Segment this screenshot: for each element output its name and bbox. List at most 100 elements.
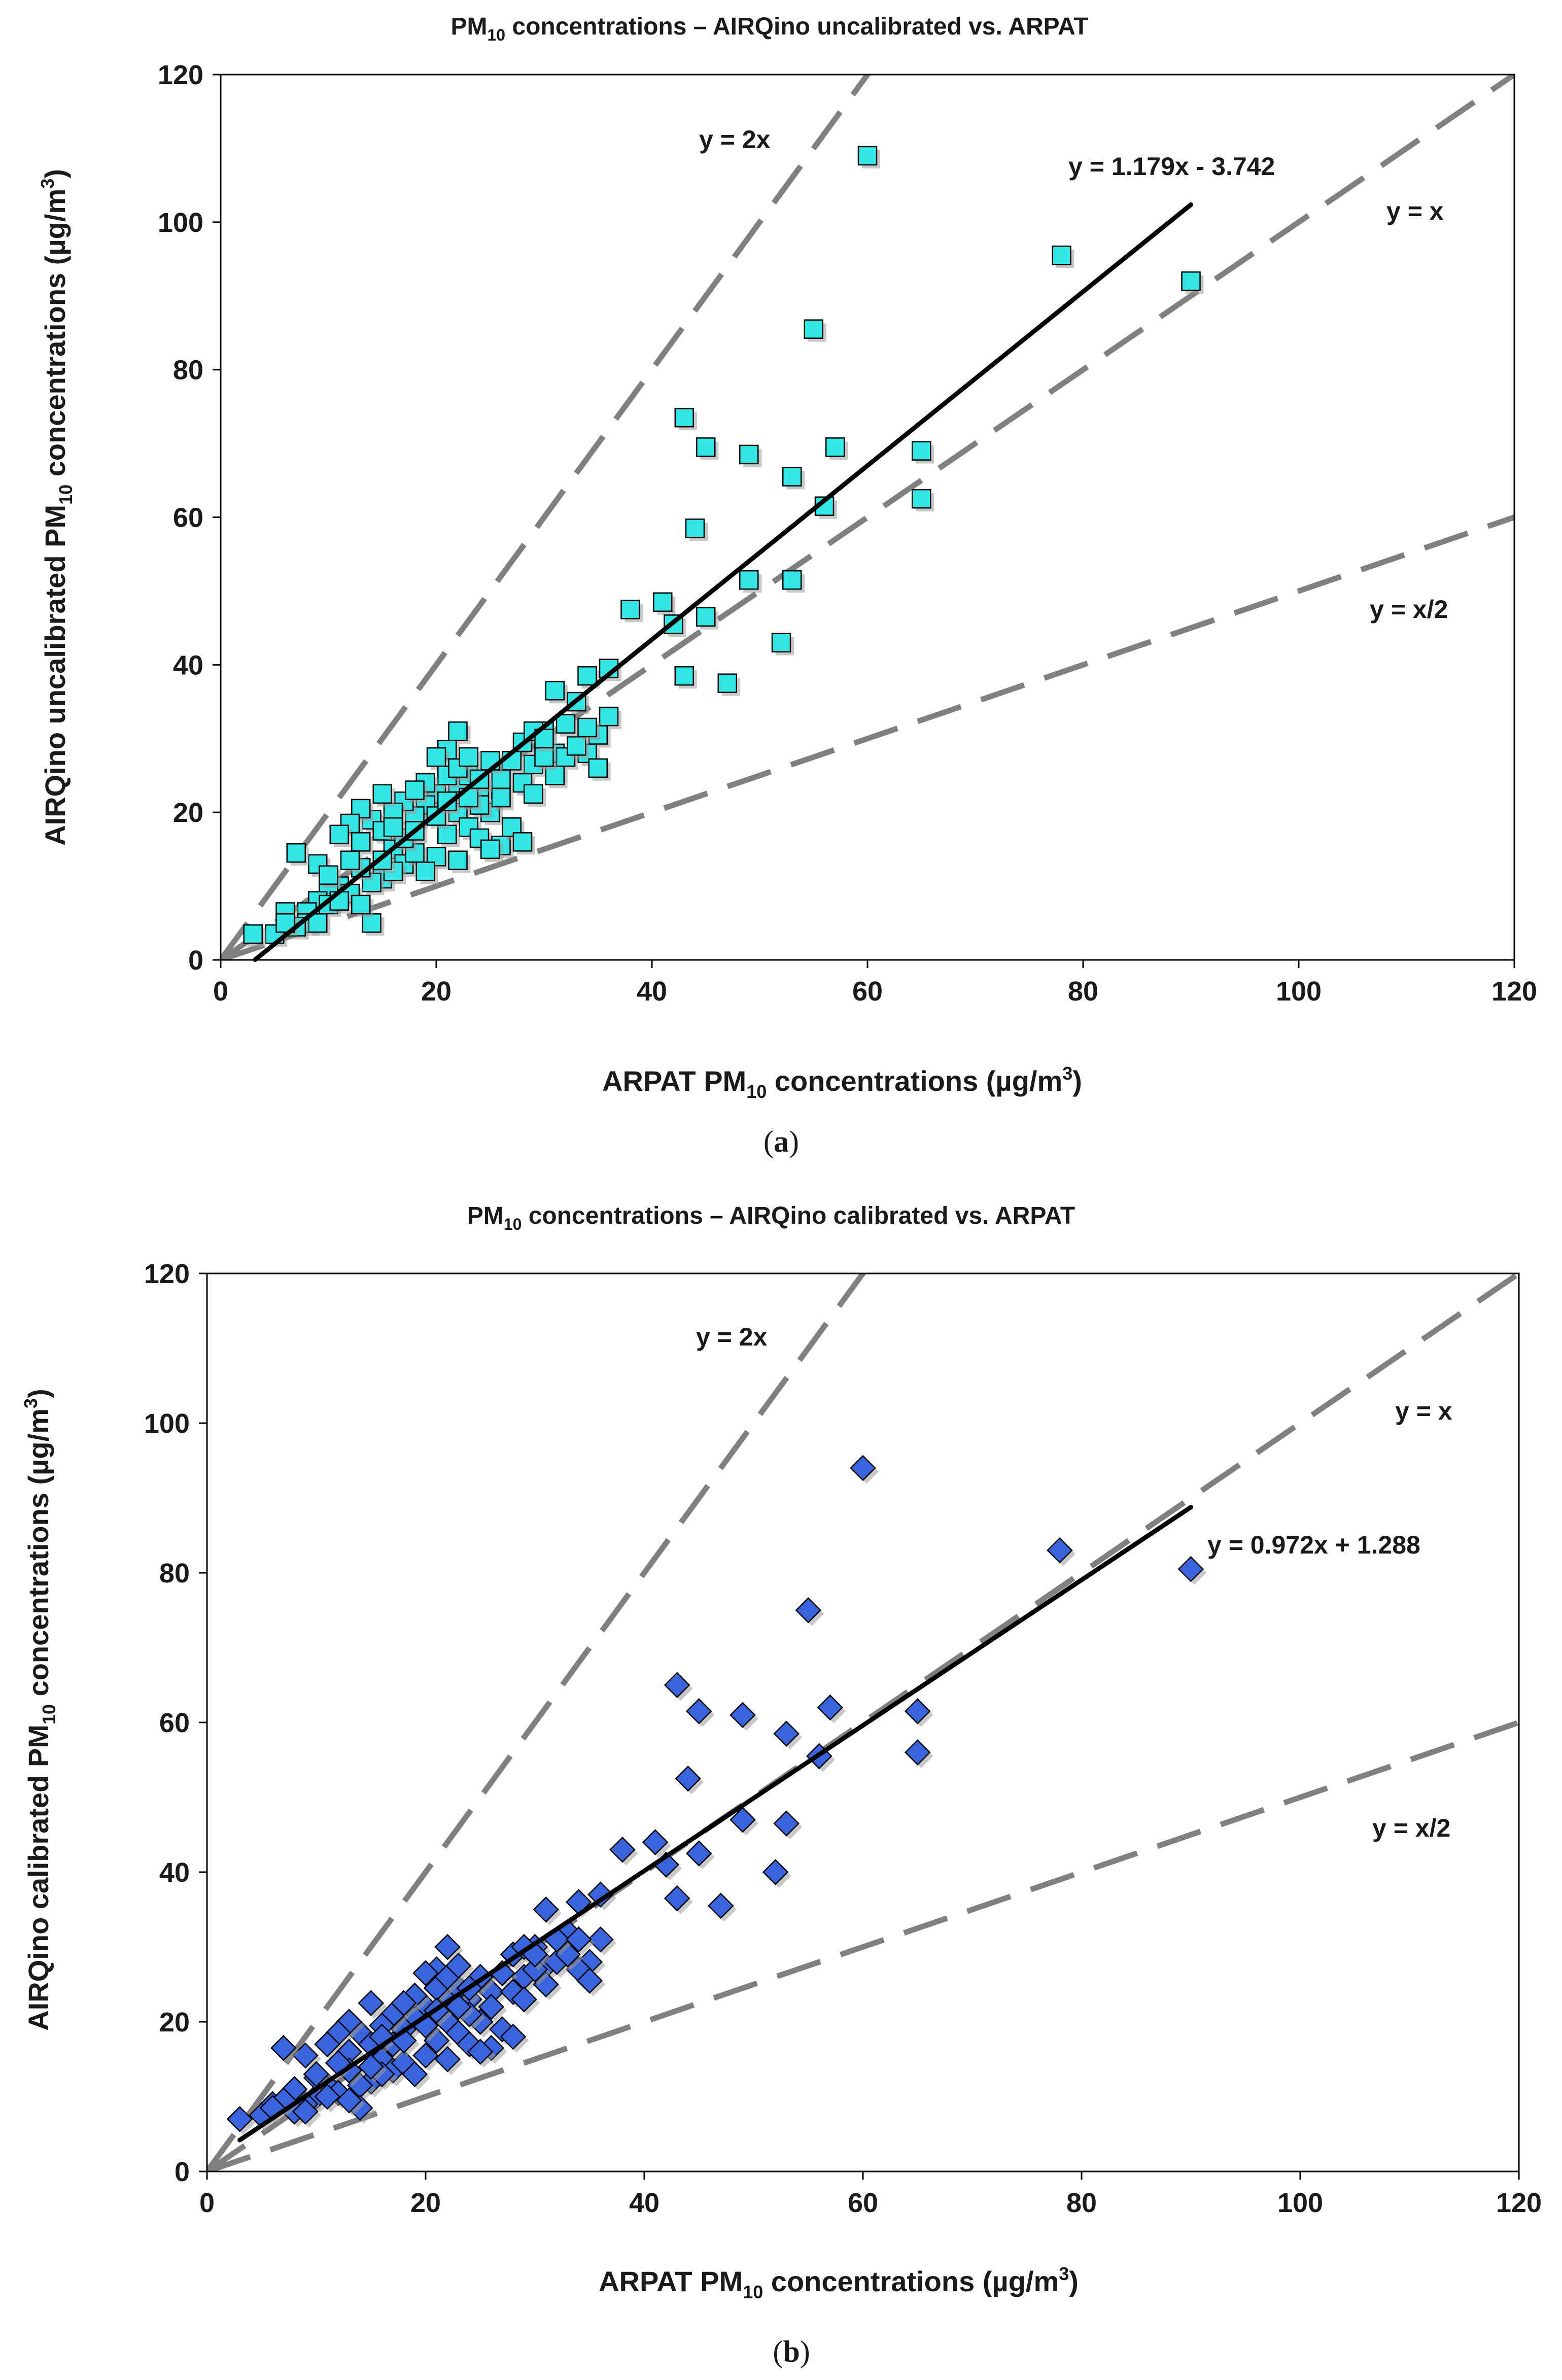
data-point — [685, 1840, 712, 1867]
data-point — [319, 865, 338, 885]
data-point — [685, 1698, 712, 1724]
y-tick-label: 0 — [175, 2157, 190, 2187]
axis-ticks: 0 20 40 60 80 100 120 0 20 40 60 80 100 120 — [158, 60, 1537, 1007]
x-tick-label: 80 — [1066, 2188, 1097, 2218]
x-tick-label: 40 — [637, 976, 667, 1007]
data-point — [545, 680, 565, 701]
data-point — [512, 832, 533, 852]
y-tick-label: 20 — [159, 2007, 190, 2038]
y-tick-label: 120 — [144, 1259, 190, 1289]
data-point — [459, 817, 478, 837]
x-tick-label: 0 — [213, 976, 228, 1007]
trend-line — [237, 1505, 1193, 2143]
y-axis-label: AIRQino uncalibrated PM10 concentrations… — [37, 169, 76, 846]
data-point — [739, 570, 759, 590]
data-point — [664, 1672, 690, 1699]
data-point — [730, 1806, 756, 1833]
ref-line-x-half — [221, 514, 1514, 960]
data-point — [478, 1993, 505, 2020]
x-tick-label: 20 — [421, 976, 452, 1007]
y-tick-label: 60 — [173, 503, 203, 533]
x-axis-label: ARPAT PM10 concentrations (µg/m3) — [599, 2263, 1079, 2302]
data-point — [358, 2053, 385, 2080]
data-point — [351, 832, 371, 852]
data-point — [588, 758, 608, 778]
data-point — [730, 1702, 756, 1729]
data-point — [491, 787, 511, 808]
data-point — [696, 607, 716, 627]
data-point — [426, 847, 446, 867]
data-point — [314, 2083, 340, 2110]
ref-line-2x — [207, 1273, 866, 2171]
reference-lines — [207, 1273, 1519, 2171]
data-point — [426, 747, 446, 767]
trend-line — [253, 202, 1193, 962]
data-point — [1052, 246, 1071, 265]
data-point — [762, 1859, 789, 1885]
x-axis-label: ARPAT PM10 concentrations (µg/m3) — [602, 1063, 1082, 1102]
data-point — [401, 2061, 428, 2088]
y-tick-label: 40 — [173, 650, 203, 680]
data-point — [448, 850, 468, 870]
y-tick-label: 100 — [158, 208, 203, 238]
data-point — [912, 441, 931, 461]
data-point — [1047, 1537, 1073, 1564]
x-tick-label: 80 — [1068, 976, 1098, 1007]
x-tick-label: 100 — [1277, 2188, 1323, 2218]
data-point — [664, 1885, 690, 1912]
data-point — [340, 850, 360, 870]
data-point — [717, 673, 737, 693]
data-point — [565, 1926, 592, 1953]
data-point — [577, 666, 597, 686]
ref-line-x-half — [207, 1719, 1519, 2171]
data-point — [773, 1720, 800, 1747]
data-point — [308, 854, 328, 874]
data-point — [372, 784, 392, 804]
y-tick-label: 120 — [158, 60, 203, 90]
y-tick-label: 80 — [173, 355, 203, 386]
data-point — [904, 1739, 931, 1766]
data-point — [500, 2023, 527, 2050]
reference-lines — [221, 75, 1514, 960]
data-points — [226, 1455, 1207, 2135]
data-point — [533, 1896, 559, 1923]
ref-label-x-half: y = x/2 — [1370, 595, 1448, 624]
data-point — [314, 2031, 340, 2058]
data-point — [817, 1694, 844, 1721]
data-point — [708, 1892, 734, 1919]
ref-label-x-half: y = x/2 — [1372, 1814, 1450, 1842]
data-point — [308, 913, 328, 933]
data-point — [336, 2087, 362, 2114]
x-tick-label: 60 — [848, 2188, 878, 2218]
data-point — [587, 1926, 614, 1953]
data-point — [696, 437, 716, 457]
regression-line — [237, 1505, 1193, 2143]
data-point — [674, 666, 694, 686]
data-point — [243, 924, 263, 944]
data-point — [329, 824, 349, 845]
data-point — [415, 861, 435, 881]
data-point — [577, 717, 597, 738]
data-point — [857, 146, 878, 166]
data-point — [292, 2098, 319, 2125]
data-point — [904, 1698, 931, 1724]
data-point — [912, 489, 931, 509]
data-point — [383, 817, 403, 837]
data-point — [358, 1990, 385, 2016]
x-tick-label: 40 — [629, 2188, 659, 2218]
data-point — [685, 519, 705, 538]
y-axis-label: AIRQino calibrated PM10 concentrations (… — [20, 1389, 59, 2030]
data-point — [467, 2039, 494, 2065]
data-point — [850, 1455, 876, 1481]
y-tick-label: 20 — [173, 798, 203, 828]
data-point — [795, 1597, 822, 1624]
data-point — [771, 633, 791, 652]
data-point — [609, 1836, 636, 1863]
data-point — [524, 784, 543, 804]
regression-line — [253, 202, 1193, 962]
ref-label-x: y = x — [1395, 1397, 1452, 1425]
ref-label-2x: y = 2x — [699, 125, 771, 154]
chart-title: PM10 concentrations – AIRQino uncalibrat… — [450, 13, 1088, 44]
data-point — [405, 780, 425, 800]
data-point — [804, 319, 823, 339]
